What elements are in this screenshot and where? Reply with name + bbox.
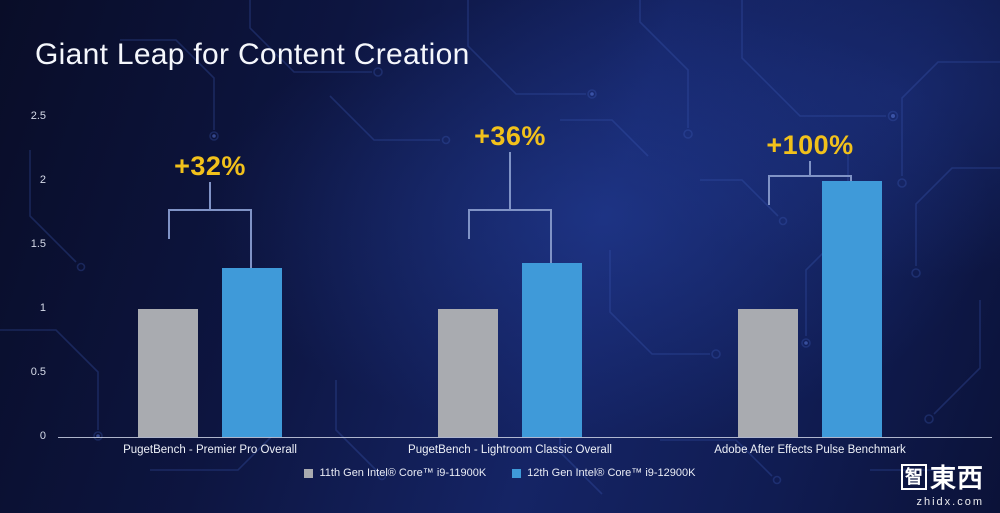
- annotation-percent-gain: +32%: [174, 150, 246, 181]
- watermark-zhidx: 智 東西 zhidx.com: [900, 458, 984, 508]
- annotation-bracket-horizontal: [768, 174, 852, 177]
- annotation-bracket-right-tick: [550, 209, 552, 263]
- y-tick-label: 2: [39, 174, 46, 186]
- y-tick-label: 0.5: [30, 366, 46, 378]
- y-tick-label: 2.5: [30, 110, 46, 122]
- legend-swatch-icon: [512, 468, 522, 478]
- annotation-bracket-right-tick: [250, 209, 252, 269]
- y-axis: 0 0.5 1 1.5 2 2.5: [0, 110, 52, 442]
- watermark-logo: 智 東西: [900, 458, 984, 495]
- legend-swatch-icon: [304, 468, 314, 478]
- bar-new-1: [522, 262, 582, 437]
- annotation-percent-gain: +36%: [474, 121, 546, 152]
- annotation-bracket-stem: [509, 152, 511, 210]
- annotation-bracket-stem: [209, 181, 211, 210]
- legend-item-0: 11th Gen Intel® Core™ i9-11900K: [304, 467, 486, 479]
- legend-item-1: 12th Gen Intel® Core™ i9-12900K: [512, 467, 696, 479]
- legend-label: 12th Gen Intel® Core™ i9-12900K: [527, 467, 696, 479]
- legend-label: 11th Gen Intel® Core™ i9-11900K: [319, 467, 487, 479]
- chart-legend: 11th Gen Intel® Core™ i9-11900K 12th Gen …: [0, 467, 1000, 479]
- annotation-bracket-right-tick: [850, 174, 852, 181]
- bar-new-0: [222, 268, 282, 437]
- bar-baseline-1: [438, 309, 498, 437]
- bar-baseline-2: [738, 309, 798, 437]
- annotation-bracket-left-tick: [468, 209, 470, 240]
- watermark-logo-chars: 東西: [929, 463, 984, 493]
- watermark-site-text: zhidx.com: [916, 496, 984, 508]
- y-tick-label: 1: [39, 302, 46, 314]
- bar-baseline-0: [138, 309, 198, 437]
- annotation-bracket-horizontal: [168, 209, 252, 212]
- x-category-label: Adobe After Effects Pulse Benchmark: [714, 444, 906, 456]
- x-category-label: PugetBench - Lightroom Classic Overall: [408, 444, 612, 456]
- annotation-percent-gain: +100%: [766, 130, 854, 161]
- plot-area: +32% +36% +100%: [60, 117, 990, 437]
- x-category-label: PugetBench - Premier Pro Overall: [123, 444, 297, 456]
- y-tick-label: 1.5: [30, 238, 46, 250]
- bar-new-2: [822, 181, 882, 437]
- slide-title: Giant Leap for Content Creation: [35, 38, 470, 71]
- x-axis-line: [58, 437, 992, 438]
- watermark-logo-box-char: 智: [900, 463, 927, 490]
- annotation-bracket-horizontal: [468, 209, 552, 212]
- annotation-bracket-left-tick: [768, 174, 770, 205]
- y-tick-label: 0: [39, 430, 46, 442]
- annotation-bracket-stem: [809, 161, 811, 175]
- annotation-bracket-left-tick: [168, 209, 170, 240]
